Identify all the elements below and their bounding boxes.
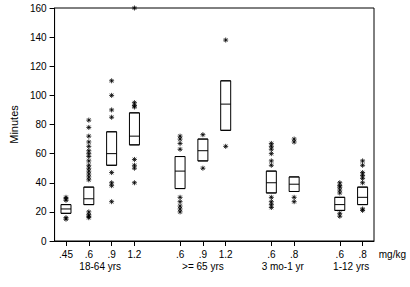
svg-text:20: 20 bbox=[35, 206, 47, 217]
svg-text:1.2: 1.2 bbox=[219, 249, 233, 260]
svg-text:160: 160 bbox=[30, 3, 47, 14]
svg-text:.45: .45 bbox=[59, 249, 73, 260]
svg-text:Minutes: Minutes bbox=[8, 105, 20, 144]
svg-text:40: 40 bbox=[35, 177, 47, 188]
svg-text:.9: .9 bbox=[107, 249, 116, 260]
svg-text:1.2: 1.2 bbox=[127, 249, 141, 260]
svg-text:100: 100 bbox=[30, 90, 47, 101]
svg-text:120: 120 bbox=[30, 61, 47, 72]
svg-text:.8: .8 bbox=[358, 249, 367, 260]
svg-text:.6: .6 bbox=[267, 249, 276, 260]
svg-text:3 mo-1 yr: 3 mo-1 yr bbox=[262, 261, 305, 272]
svg-text:mg/kg: mg/kg bbox=[379, 249, 406, 260]
svg-text:80: 80 bbox=[35, 119, 47, 130]
svg-text:.6: .6 bbox=[336, 249, 345, 260]
svg-text:140: 140 bbox=[30, 32, 47, 43]
svg-text:.6: .6 bbox=[85, 249, 94, 260]
svg-text:.6: .6 bbox=[176, 249, 185, 260]
svg-text:.9: .9 bbox=[199, 249, 208, 260]
svg-text:0: 0 bbox=[41, 236, 47, 247]
svg-text:1-12 yrs: 1-12 yrs bbox=[333, 261, 369, 272]
svg-text:.8: .8 bbox=[290, 249, 299, 260]
svg-text:60: 60 bbox=[35, 148, 47, 159]
svg-text:18-64 yrs: 18-64 yrs bbox=[79, 261, 121, 272]
svg-text:>= 65 yrs: >= 65 yrs bbox=[182, 261, 224, 272]
